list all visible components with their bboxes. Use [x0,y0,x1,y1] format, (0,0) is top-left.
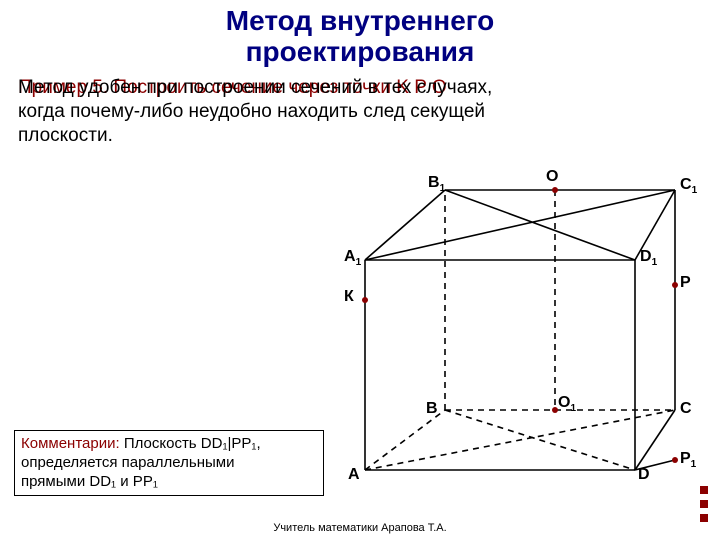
cube-diagram: B1 C1 A1 D1 O К P O1 B C P1 A D [330,170,690,510]
title-line1: Метод внутреннего [226,5,494,36]
bullet-icon [700,500,708,508]
description-text: Метод удобен при построении сечений в те… [18,76,698,147]
label-A1: A1 [344,248,361,268]
label-O1: O1 [558,394,576,414]
bullet-icon [700,486,708,494]
label-D: D [638,466,650,484]
comment-box: Комментарии: Плоскость DD₁|PP₁, определя… [14,430,324,496]
label-P: P [680,274,691,292]
label-P1: P1 [680,450,696,470]
cube-svg [330,170,690,510]
bullet-icon [700,514,708,522]
comment-label: Комментарии: [21,435,120,452]
footer-text: Учитель математики Арапова Т.А. [0,522,720,534]
label-C: C [680,400,692,418]
title-line2: проектирования [246,36,475,67]
label-C1: C1 [680,176,697,196]
label-D1: D1 [640,248,657,268]
label-O: O [546,168,558,186]
label-B1: B1 [428,174,445,194]
label-K: К [344,288,354,306]
label-A: A [348,466,360,484]
label-B: B [426,400,438,418]
slide-bullets [700,486,708,522]
